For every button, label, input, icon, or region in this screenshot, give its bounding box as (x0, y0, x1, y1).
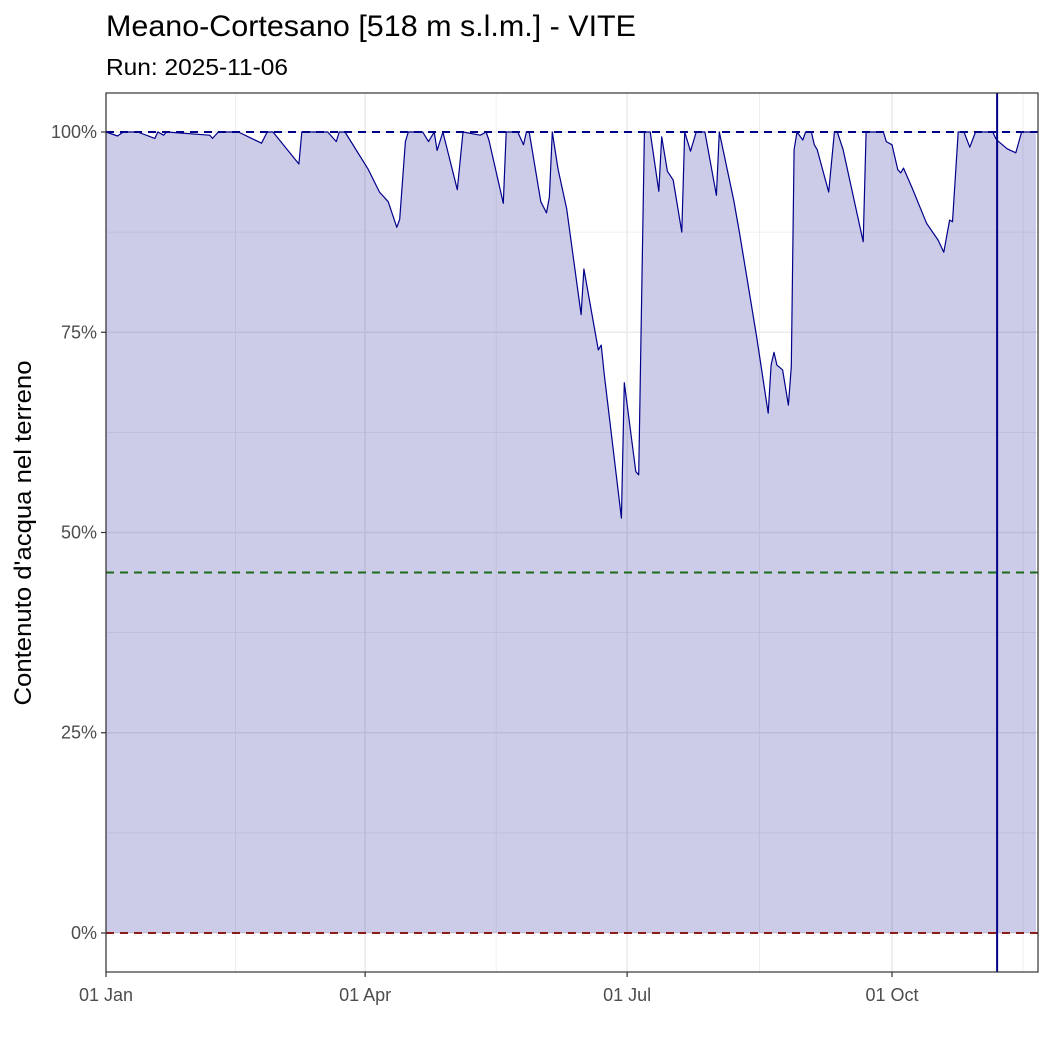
x-tick-label: 01 Jan (79, 985, 133, 1005)
axes: 0% 25% 50% 75% 100% 01 Jan 01 Apr 01 Jul 01 Oct (51, 122, 919, 1005)
y-tick-label: 100% (51, 122, 97, 142)
data-marks (105, 131, 1036, 933)
y-tick-label: 75% (61, 322, 97, 342)
soil-water-area (106, 132, 1036, 933)
y-tick-label: 25% (61, 723, 97, 743)
y-tick-label: 50% (61, 523, 97, 543)
y-axis-label: Contenuto d'acqua nel terreno (10, 361, 37, 706)
x-tick-label: 01 Apr (339, 985, 391, 1005)
x-tick-label: 01 Jul (603, 985, 651, 1005)
chart-subtitle: Run: 2025-11-06 (106, 54, 288, 80)
y-tick-label: 0% (71, 923, 97, 943)
reference-lines (106, 93, 1038, 972)
x-tick-label: 01 Oct (866, 985, 919, 1005)
chart-title: Meano-Cortesano [518 m s.l.m.] - VITE (106, 10, 636, 43)
